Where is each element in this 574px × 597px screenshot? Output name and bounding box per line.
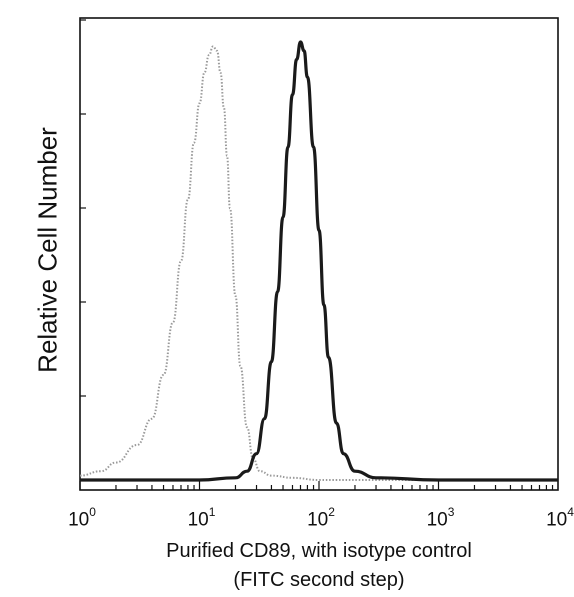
x-axis-label: Purified CD89, with isotype control <box>166 540 472 562</box>
x-tick-label-base: 10 <box>307 509 329 531</box>
x-tick-label: 102 <box>307 505 335 531</box>
x-tick-label-base: 10 <box>546 509 568 531</box>
x-tick-label-base: 10 <box>426 509 448 531</box>
x-tick-label-base: 10 <box>187 509 209 531</box>
x-tick-label: 100 <box>68 505 96 531</box>
x-tick-label-exponent: 4 <box>567 505 574 519</box>
x-tick-label-exponent: 0 <box>89 505 96 519</box>
y-axis-label-text: Relative Cell Number <box>32 127 63 373</box>
x-tick-label: 101 <box>187 505 216 531</box>
x-tick-label: 104 <box>546 505 574 531</box>
x-tick-label-exponent: 1 <box>208 505 216 519</box>
x-tick-label-base: 10 <box>68 509 90 531</box>
x-tick-label-exponent: 2 <box>328 505 335 519</box>
cd89-curve <box>80 40 558 482</box>
axis-ticks <box>79 19 554 490</box>
isotype-control-curve <box>79 45 558 482</box>
x-axis-label-line2: (FITC second step) <box>233 569 405 591</box>
histogram-curves <box>79 40 558 482</box>
x-tick-label-exponent: 3 <box>447 505 455 519</box>
x-tick-label: 103 <box>426 505 455 531</box>
